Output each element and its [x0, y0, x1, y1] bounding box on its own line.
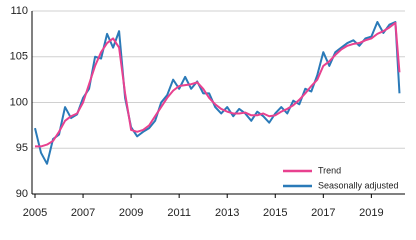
legend-label: Trend [318, 165, 341, 175]
series-line [35, 21, 401, 148]
y-tick-label: 110 [10, 5, 28, 17]
legend-label: Seasonally adjusted [318, 180, 399, 190]
x-tick-label: 2009 [119, 207, 143, 219]
x-tick-label: 2011 [167, 207, 191, 219]
x-tick-label: 2015 [263, 207, 287, 219]
x-tick-label: 2005 [23, 207, 47, 219]
y-tick-label: 105 [10, 51, 28, 63]
y-tick-label: 95 [16, 142, 28, 154]
x-tick-label: 2019 [359, 207, 383, 219]
y-tick-label: 90 [16, 188, 28, 200]
x-tick-label: 2013 [215, 207, 239, 219]
series-line [34, 20, 401, 165]
chart: 90 95 100 105 110 2005 2007 2009 2011 2013 2015 201… [10, 5, 405, 219]
x-tick-label: 2017 [311, 207, 335, 219]
x-tick-label: 2007 [71, 207, 95, 219]
y-tick-label: 100 [10, 96, 28, 108]
